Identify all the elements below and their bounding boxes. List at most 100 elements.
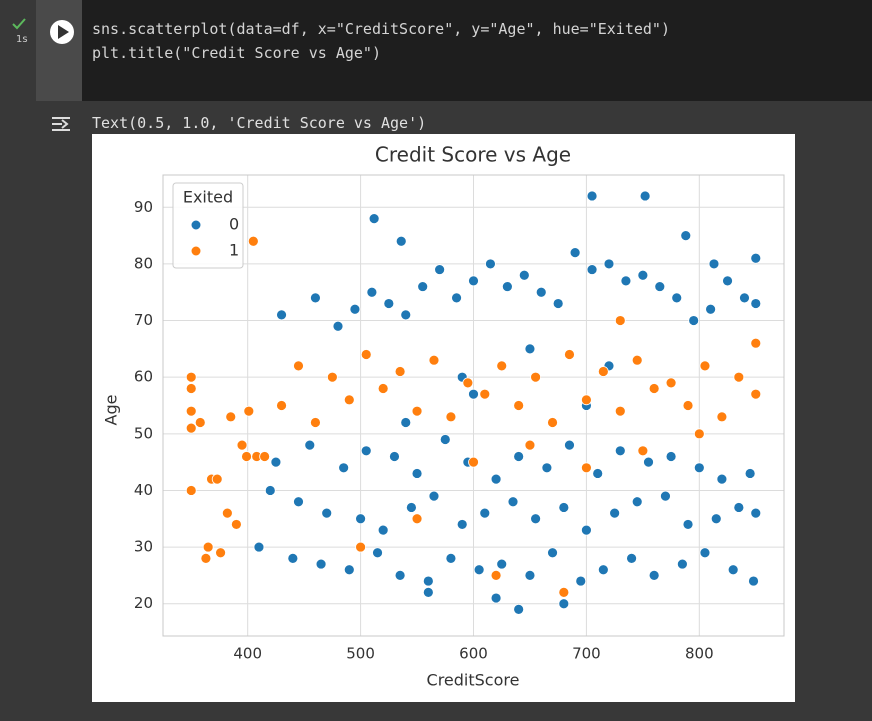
- point: [422, 575, 434, 587]
- point: [276, 309, 287, 321]
- point: [716, 473, 728, 485]
- check-icon: [12, 18, 26, 30]
- point: [247, 235, 259, 247]
- y-tick-label: 50: [134, 424, 153, 442]
- point: [597, 366, 609, 377]
- point: [293, 496, 304, 508]
- point: [524, 343, 536, 355]
- point: [558, 598, 570, 610]
- y-tick-label: 70: [134, 311, 153, 329]
- point: [750, 252, 762, 264]
- point: [400, 309, 412, 321]
- point: [614, 405, 626, 417]
- point: [547, 547, 558, 559]
- point: [705, 303, 717, 315]
- output-text: Text(0.5, 1.0, 'Credit Score vs Age'): [92, 114, 427, 132]
- point: [744, 468, 756, 479]
- point: [243, 405, 255, 417]
- point: [400, 417, 412, 428]
- point: [507, 496, 519, 508]
- point: [688, 315, 700, 326]
- point: [639, 190, 651, 202]
- point: [739, 292, 750, 304]
- point: [293, 360, 304, 372]
- point: [530, 371, 542, 383]
- point: [733, 502, 745, 513]
- point: [750, 337, 762, 349]
- point: [451, 292, 462, 304]
- y-tick-label: 20: [134, 594, 153, 612]
- run-button[interactable]: [36, 0, 82, 60]
- point: [468, 275, 479, 287]
- point: [558, 586, 570, 598]
- point: [586, 190, 598, 202]
- point: [490, 570, 502, 581]
- cell-side: [36, 0, 82, 101]
- run-time: 1s: [16, 34, 28, 45]
- code-editor[interactable]: [82, 0, 872, 101]
- point: [518, 269, 530, 281]
- point: [355, 541, 366, 553]
- point: [310, 292, 321, 304]
- point: [264, 485, 276, 496]
- point: [377, 383, 389, 394]
- point: [609, 507, 621, 519]
- point: [202, 541, 214, 553]
- point: [626, 553, 637, 564]
- point: [468, 388, 479, 400]
- point: [710, 513, 722, 525]
- point: [699, 360, 711, 372]
- code-line: plt.title("Credit Score vs Age"): [92, 44, 381, 62]
- point: [411, 468, 423, 479]
- point: [315, 558, 327, 570]
- point: [733, 371, 745, 383]
- legend-label: 0: [229, 215, 239, 234]
- point: [332, 320, 344, 332]
- point: [439, 434, 451, 445]
- chart-title: Credit Score vs Age: [375, 143, 571, 167]
- point: [405, 502, 417, 513]
- gutter: 1s: [0, 0, 36, 721]
- point: [524, 439, 536, 451]
- axes-frame: [162, 174, 785, 637]
- x-tick-label: 600: [459, 645, 488, 663]
- point: [343, 564, 355, 576]
- point: [654, 281, 666, 292]
- point: [253, 541, 265, 553]
- point: [581, 394, 592, 406]
- point: [326, 371, 338, 383]
- point: [631, 496, 643, 508]
- point: [287, 553, 299, 564]
- y-tick-label: 60: [134, 368, 153, 386]
- point: [304, 439, 316, 451]
- point: [422, 586, 434, 598]
- point: [564, 439, 575, 451]
- point: [338, 462, 350, 474]
- point: [620, 275, 632, 287]
- point: [194, 417, 206, 428]
- point: [671, 292, 683, 304]
- point: [479, 507, 491, 519]
- output-icon[interactable]: [48, 112, 78, 136]
- y-tick-label: 40: [134, 481, 153, 499]
- point: [727, 564, 739, 576]
- point: [676, 558, 688, 570]
- point: [586, 264, 598, 275]
- legend-title: Exited: [183, 188, 233, 207]
- point: [660, 490, 671, 502]
- point: [395, 235, 407, 247]
- point: [496, 558, 508, 570]
- y-tick-label: 90: [134, 198, 153, 216]
- point: [708, 258, 720, 270]
- point: [530, 513, 542, 525]
- point: [185, 485, 197, 496]
- point: [259, 451, 271, 462]
- y-tick-label: 30: [134, 538, 153, 556]
- point: [389, 451, 400, 462]
- point: [541, 462, 553, 474]
- point: [699, 547, 711, 559]
- point: [215, 547, 226, 559]
- point: [372, 547, 383, 559]
- code-line: sns.scatterplot(data=df, x="CreditScore"…: [92, 20, 670, 38]
